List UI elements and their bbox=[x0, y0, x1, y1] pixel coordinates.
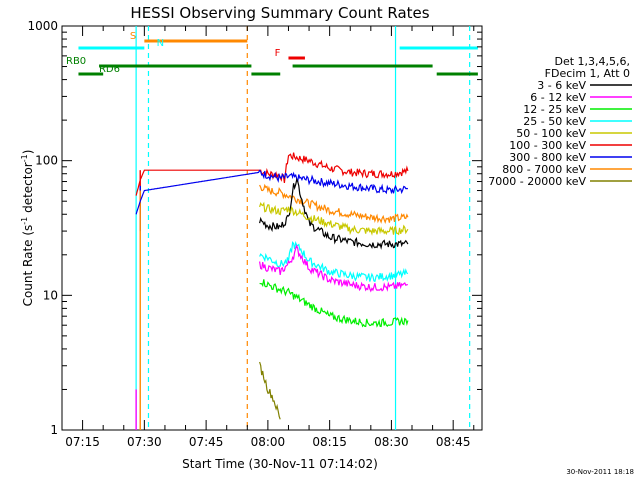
series-lines bbox=[135, 152, 409, 430]
y-axis-label-mid: detector bbox=[21, 162, 35, 217]
x-tick-label-07-30: 07:30 bbox=[127, 435, 162, 449]
series-line-100-300-kev bbox=[135, 152, 409, 196]
x-tick-label-07-15: 07:15 bbox=[65, 435, 100, 449]
x-tick-label-08-45: 08:45 bbox=[436, 435, 471, 449]
legend: Det 1,3,4,5,6,FDecim 1, Att 03 - 6 keV6 … bbox=[488, 55, 632, 188]
legend-label-6-12-kev: 6 - 12 keV bbox=[530, 91, 586, 104]
y-axis-label-end: ) bbox=[21, 150, 35, 155]
flag-label-f: F bbox=[275, 48, 281, 59]
y-axis-label-main: Count Rate (s bbox=[21, 225, 35, 307]
legend-label-12-25-kev: 12 - 25 keV bbox=[523, 103, 586, 116]
legend-label-100-300-kev: 100 - 300 keV bbox=[509, 139, 586, 152]
series-line-300-800-kev bbox=[135, 169, 408, 215]
legend-label-25-50-kev: 25 - 50 keV bbox=[523, 115, 586, 128]
series-line-12-25-kev bbox=[259, 279, 409, 328]
series-line-50-100-kev bbox=[259, 201, 409, 236]
series-line-7000-20000-kev bbox=[259, 361, 281, 420]
y-axis-label-sup1: -1 bbox=[20, 217, 29, 225]
vertical-markers bbox=[135, 26, 471, 430]
flag-label-rd6: RD6 bbox=[99, 64, 120, 75]
x-tick-label-08-00: 08:00 bbox=[251, 435, 286, 449]
flag-label-s: S bbox=[130, 31, 136, 42]
axes: 1 10 100 1000 07:15 07:30 07:45 08:00 08:15 08:30… bbox=[27, 19, 482, 449]
legend-label-300-800-kev: 300 - 800 keV bbox=[509, 151, 586, 164]
plot-border bbox=[61, 25, 483, 431]
x-tick-label-07-45: 07:45 bbox=[189, 435, 224, 449]
legend-header-1: FDecim 1, Att 0 bbox=[545, 67, 630, 80]
legend-label-7000-20000-kev: 7000 - 20000 keV bbox=[488, 175, 586, 188]
y-tick-label-10: 10 bbox=[43, 288, 58, 302]
legend-label-50-100-kev: 50 - 100 keV bbox=[516, 127, 586, 140]
series-line-800-7000-kev bbox=[259, 183, 409, 225]
y-tick-label-100: 100 bbox=[35, 154, 58, 168]
series-line-3-6-kev bbox=[259, 177, 409, 250]
flag-bars: S N F RB0 RD6 bbox=[66, 31, 478, 76]
chart-title: HESSI Observing Summary Count Rates bbox=[130, 4, 429, 22]
series-line-25-50-kev bbox=[259, 240, 409, 283]
series-line-6-12-kev bbox=[259, 244, 408, 293]
y-tick-label-1000: 1000 bbox=[27, 19, 58, 33]
flag-label-n: N bbox=[157, 38, 164, 49]
legend-label-3-6-kev: 3 - 6 keV bbox=[537, 79, 586, 92]
footer-timestamp: 30-Nov-2011 18:18 bbox=[566, 468, 634, 476]
y-axis-label-sup2: -1 bbox=[20, 154, 29, 162]
x-axis-label: Start Time (30-Nov-11 07:14:02) bbox=[182, 457, 378, 471]
flag-label-rb0: RB0 bbox=[66, 56, 86, 67]
y-axis-label: Count Rate (s-1 detector-1) bbox=[20, 150, 35, 307]
y-tick-label-1: 1 bbox=[50, 423, 58, 437]
x-tick-label-08-15: 08:15 bbox=[312, 435, 347, 449]
legend-label-800-7000-kev: 800 - 7000 keV bbox=[502, 163, 586, 176]
legend-header-0: Det 1,3,4,5,6, bbox=[554, 55, 630, 68]
x-tick-label-08-30: 08:30 bbox=[374, 435, 409, 449]
plot-frame bbox=[61, 25, 483, 431]
